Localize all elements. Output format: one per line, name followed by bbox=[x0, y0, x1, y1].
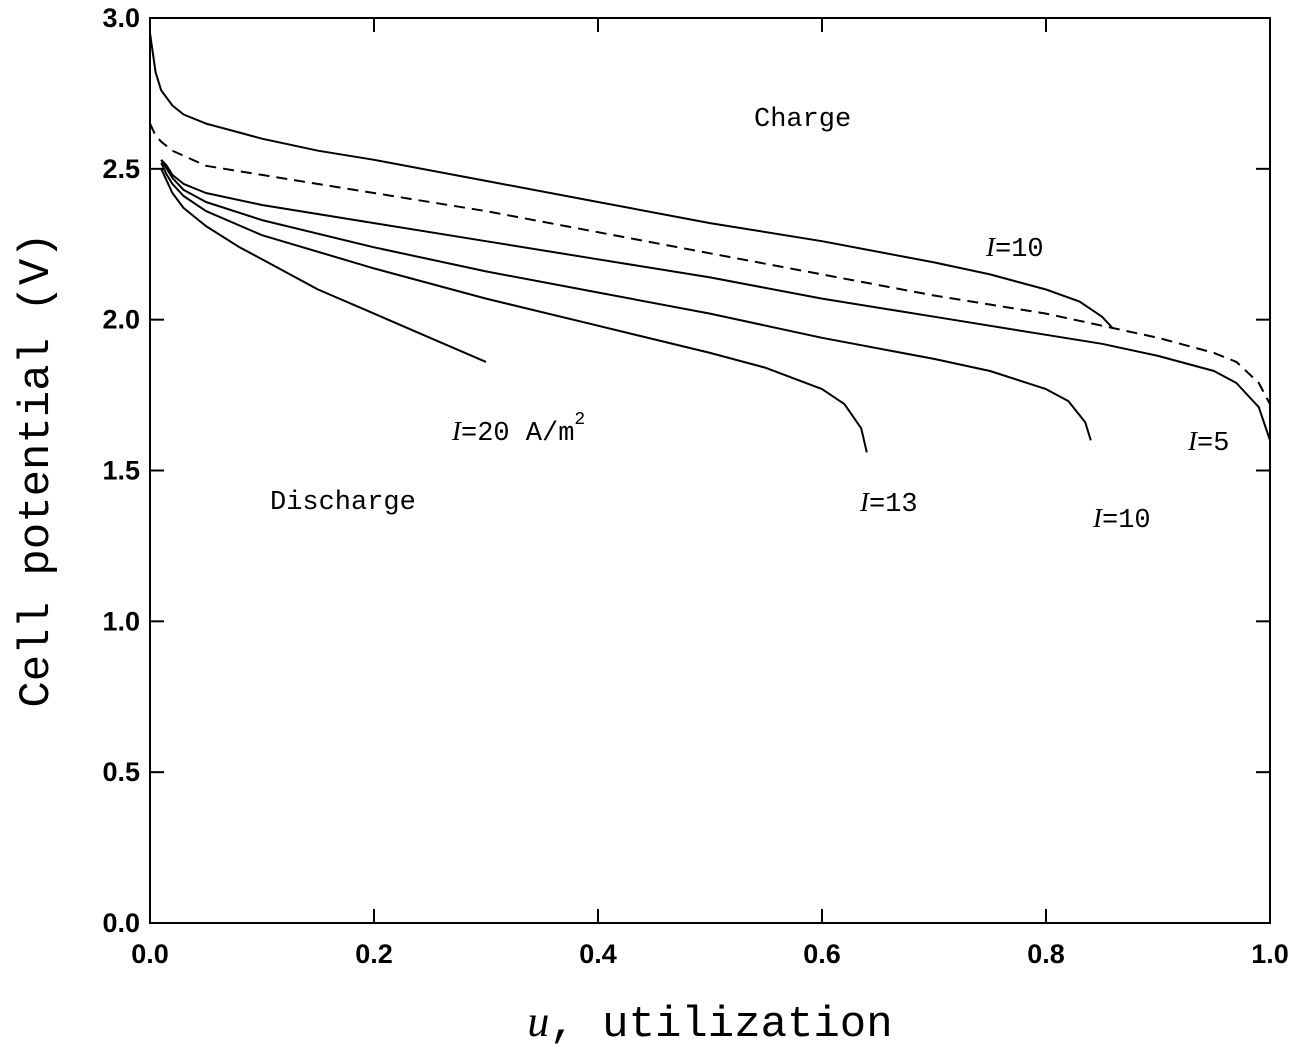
series-discharge-i20-line bbox=[161, 169, 486, 362]
label-discharge-i20: I=20 A/m2 bbox=[451, 410, 585, 449]
x-tick-labels: 0.0 0.2 0.4 0.6 0.8 1.0 bbox=[131, 939, 1289, 969]
axis-ticks bbox=[150, 18, 1270, 923]
y-tick-label: 2.5 bbox=[102, 154, 140, 184]
series-lines bbox=[150, 33, 1270, 452]
series-equilibrium-line bbox=[150, 124, 1270, 405]
label-discharge-i10: I=10 bbox=[1092, 503, 1151, 536]
y-tick-label: 0.0 bbox=[102, 908, 140, 938]
x-tick-label: 0.0 bbox=[131, 939, 169, 969]
label-value: =20 A/m bbox=[461, 419, 574, 449]
label-value: =13 bbox=[869, 490, 918, 520]
x-tick-label: 0.8 bbox=[1027, 939, 1065, 969]
x-tick-label: 0.2 bbox=[355, 939, 393, 969]
x-axis-variable: u bbox=[527, 997, 549, 1046]
label-superscript: 2 bbox=[574, 410, 585, 430]
label-discharge-i13: I=13 bbox=[859, 487, 918, 520]
label-value: =5 bbox=[1197, 429, 1229, 459]
label-value: =10 bbox=[1102, 506, 1151, 536]
series-discharge-i5-line bbox=[161, 160, 1270, 441]
plot-frame bbox=[150, 18, 1270, 923]
x-axis-text: , utilization bbox=[549, 1000, 892, 1046]
y-tick-label: 0.5 bbox=[102, 757, 140, 787]
label-discharge-i5: I=5 bbox=[1187, 426, 1229, 459]
x-tick-label: 0.6 bbox=[803, 939, 841, 969]
label-value: =10 bbox=[995, 235, 1044, 265]
x-axis-title: u, utilization bbox=[527, 997, 892, 1046]
y-tick-label: 2.0 bbox=[102, 305, 140, 335]
label-charge-i10: I=10 bbox=[985, 232, 1044, 265]
x-tick-label: 0.4 bbox=[579, 939, 617, 969]
y-tick-label: 1.5 bbox=[102, 456, 140, 486]
series-discharge-i10-line bbox=[161, 160, 1091, 441]
y-tick-label: 3.0 bbox=[102, 3, 140, 33]
y-tick-label: 1.0 bbox=[102, 606, 140, 636]
annotation-charge: Charge bbox=[754, 105, 851, 135]
annotation-discharge: Discharge bbox=[270, 488, 416, 518]
y-axis-title: Cell potential (V) bbox=[12, 232, 62, 707]
x-tick-label: 1.0 bbox=[1251, 939, 1289, 969]
y-tick-labels: 0.0 0.5 1.0 1.5 2.0 2.5 3.0 bbox=[102, 3, 140, 938]
